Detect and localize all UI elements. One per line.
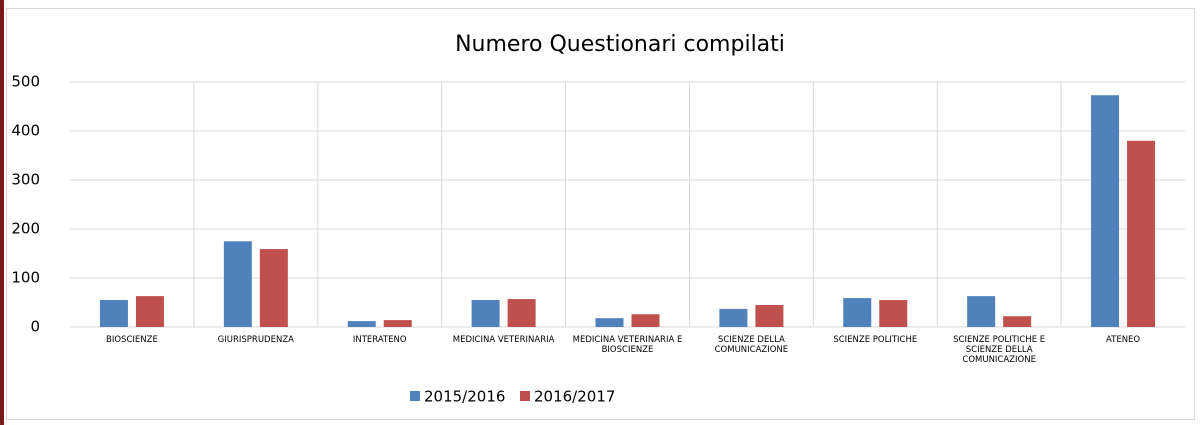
bar <box>719 308 748 327</box>
legend-label: 2016/2017 <box>534 388 615 406</box>
bar <box>1003 316 1032 327</box>
x-tick-label: SCIENZE POLITICHE E SCIENZE DELLA COMUNICA… <box>953 335 1045 365</box>
bar <box>223 241 252 327</box>
bar <box>471 300 500 327</box>
bar <box>1091 95 1120 327</box>
y-tick-label: 400 <box>11 122 40 140</box>
x-tick-label: MEDICINA VETERINARIA <box>453 335 555 345</box>
legend-label: 2015/2016 <box>424 388 505 406</box>
bar <box>383 320 412 327</box>
bar <box>595 318 624 327</box>
y-tick-label: 300 <box>11 171 40 189</box>
bar <box>259 249 288 327</box>
x-tick-label: SCIENZE POLITICHE <box>833 335 917 345</box>
bar <box>347 321 376 327</box>
bar <box>99 300 128 327</box>
bar <box>967 296 996 327</box>
y-tick-label: 500 <box>11 73 40 91</box>
x-tick-label: BIOSCIENZE <box>106 335 158 345</box>
bar <box>879 300 908 327</box>
y-tick-label: 200 <box>11 220 40 238</box>
bar <box>755 304 784 327</box>
x-tick-label: GIURISPRUDENZA <box>218 335 294 345</box>
bar <box>843 298 872 327</box>
y-tick-label: 0 <box>30 318 40 336</box>
chart-title: Numero Questionari compilati <box>455 32 785 57</box>
legend-swatch <box>410 391 420 401</box>
y-tick-label: 100 <box>11 269 40 287</box>
x-tick-label: INTERATENO <box>353 335 407 345</box>
x-tick-label: ATENEO <box>1106 335 1140 345</box>
bar <box>507 299 536 327</box>
x-tick-label: SCIENZE DELLA COMUNICAZIONE <box>715 335 789 355</box>
x-tick-label: MEDICINA VETERINARIA E BIOSCIENZE <box>573 335 683 355</box>
legend-swatch <box>520 391 530 401</box>
bar <box>1127 140 1156 327</box>
bar <box>135 296 164 327</box>
chart-frame <box>6 8 1195 420</box>
side-strip <box>0 0 4 425</box>
bar <box>631 314 660 327</box>
